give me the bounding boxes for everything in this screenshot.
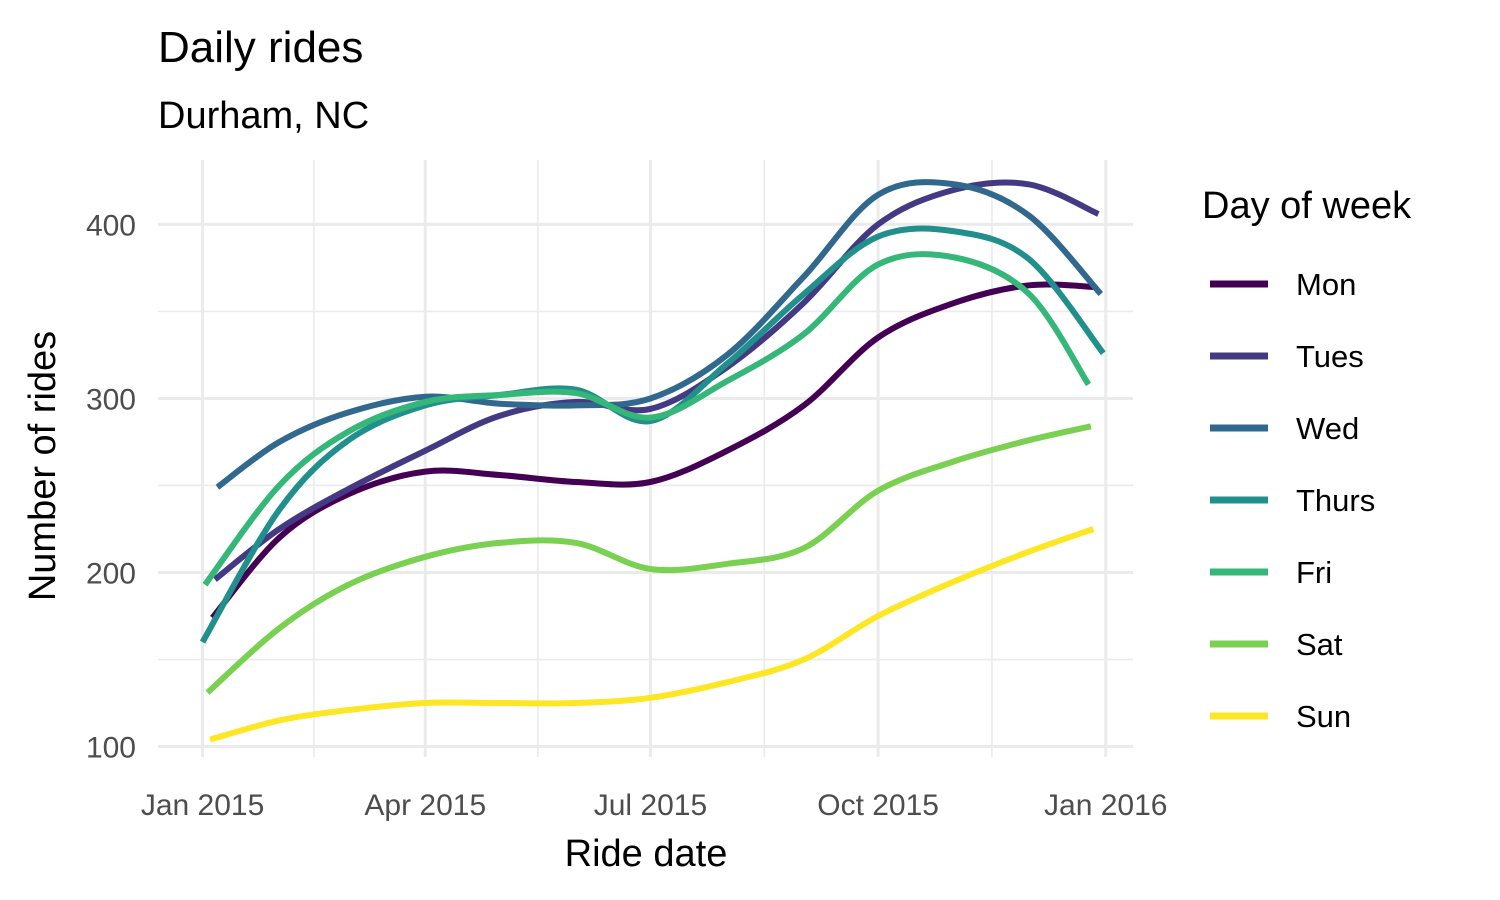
chart-subtitle: Durham, NC xyxy=(158,95,369,137)
y-tick-label: 100 xyxy=(86,732,136,765)
y-tick-label: 300 xyxy=(86,383,136,416)
legend-label-wed: Wed xyxy=(1296,411,1359,446)
chart-title: Daily rides xyxy=(158,23,363,72)
series-line-thurs xyxy=(199,225,1106,644)
series-line-sun xyxy=(209,526,1095,743)
x-tick-label: Jan 2015 xyxy=(141,789,264,822)
legend-label-tues: Tues xyxy=(1296,339,1364,374)
x-tick-label: Jan 2016 xyxy=(1044,789,1167,822)
y-axis-title: Number of rides xyxy=(22,331,64,601)
legend-label-mon: Mon xyxy=(1296,267,1356,302)
legend-label-sat: Sat xyxy=(1296,627,1343,662)
legend-label-sun: Sun xyxy=(1296,699,1351,734)
legend-label-fri: Fri xyxy=(1296,555,1332,590)
series-line-sat xyxy=(205,423,1092,695)
legend-label-thurs: Thurs xyxy=(1296,483,1375,518)
series-line-tues xyxy=(213,179,1100,582)
series-line-mon xyxy=(210,281,1097,620)
legend-title: Day of week xyxy=(1202,185,1412,227)
x-tick-label: Jul 2015 xyxy=(594,789,707,822)
y-tick-label: 200 xyxy=(86,558,136,591)
y-tick-label: 400 xyxy=(86,209,136,242)
series-line-wed xyxy=(215,179,1104,490)
x-axis-title: Ride date xyxy=(565,833,728,875)
series-lines xyxy=(199,179,1106,743)
legend: Day of week Mon Tues Wed Thurs Fri Sat Sun xyxy=(1202,185,1412,734)
x-tick-label: Apr 2015 xyxy=(364,789,486,822)
series-line-fri xyxy=(202,251,1092,587)
axis-tick-labels: Jan 2015 Apr 2015 Jul 2015 Oct 2015 Jan 2016… xyxy=(86,209,1168,822)
x-tick-label: Oct 2015 xyxy=(817,789,939,822)
